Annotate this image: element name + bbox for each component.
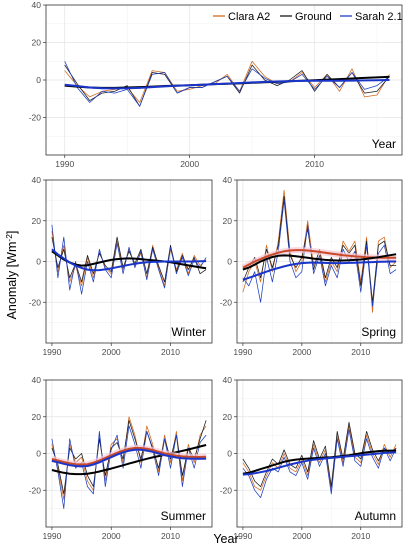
x-tick-label: 2000 bbox=[292, 531, 311, 541]
series-sarah-2-1-trend bbox=[64, 79, 390, 90]
y-tick-label: -20 bbox=[29, 113, 42, 123]
panel-winter: -20 0 20 40 1990 2000 2010 Winter bbox=[29, 175, 213, 357]
y-tick-label: 40 bbox=[223, 375, 233, 385]
x-tick-label: 2010 bbox=[305, 159, 324, 169]
series-sarah-2-1 bbox=[51, 224, 207, 295]
y-tick-label: 20 bbox=[223, 412, 233, 422]
panel-label-year: Year bbox=[372, 137, 396, 151]
x-tick-label: 2000 bbox=[292, 347, 311, 357]
series-sarah-2-1-trend bbox=[242, 451, 397, 476]
y-tick-label: 40 bbox=[223, 175, 233, 185]
x-tick-label: 1990 bbox=[55, 159, 74, 169]
y-tick-label: 20 bbox=[223, 216, 233, 226]
y-tick-label: 20 bbox=[32, 38, 42, 48]
x-tick-label: 2000 bbox=[102, 531, 121, 541]
panel-autumn: -20 0 20 40 1990 2000 2010 Autumn bbox=[220, 375, 403, 541]
y-tick-label: -20 bbox=[29, 297, 42, 307]
x-tick-label: 2010 bbox=[351, 531, 370, 541]
x-axis-title: Year bbox=[213, 532, 238, 546]
series-group bbox=[51, 224, 207, 295]
y-tick-label: 0 bbox=[36, 449, 41, 459]
x-tick-label: 2010 bbox=[351, 347, 370, 357]
x-tick-label: 1990 bbox=[42, 347, 61, 357]
x-tick-label: 2010 bbox=[161, 531, 180, 541]
series-ground-trend bbox=[51, 444, 207, 476]
x-tick-label: 1990 bbox=[233, 347, 252, 357]
series-sarah-2-1-trend bbox=[51, 248, 207, 272]
y-tick-label: 0 bbox=[36, 75, 41, 85]
y-tick-label: 40 bbox=[32, 175, 42, 185]
y-tick-label: 40 bbox=[32, 375, 42, 385]
x-tick-label: 2000 bbox=[102, 347, 121, 357]
series-sarah-2-1-trend bbox=[51, 448, 207, 468]
y-tick-label: 0 bbox=[227, 449, 232, 459]
y-tick-label: 0 bbox=[36, 257, 41, 267]
series-group bbox=[51, 416, 207, 509]
legend-label-sarah-2-1: Sarah 2.1 bbox=[355, 11, 403, 23]
series-group bbox=[64, 60, 390, 107]
y-tick-label: -20 bbox=[29, 485, 42, 495]
y-tick-label: 40 bbox=[32, 0, 42, 10]
x-tick-label: 2000 bbox=[180, 159, 199, 169]
y-tick-label: 20 bbox=[32, 216, 42, 226]
series-sarah-2-1 bbox=[64, 61, 390, 107]
y-tick-label: 20 bbox=[32, 412, 42, 422]
series-ground-trend bbox=[51, 250, 207, 270]
panel-summer: -20 0 20 40 1990 2000 2010 Summer bbox=[29, 375, 213, 541]
panel-year: -20 0 20 40 1990 2000 2010 Year bbox=[29, 0, 403, 169]
x-tick-label: 1990 bbox=[233, 531, 252, 541]
legend: Clara A2 Ground Sarah 2.1 bbox=[213, 11, 403, 23]
series-group bbox=[241, 189, 397, 313]
series-group bbox=[242, 421, 397, 498]
series-ground-trend bbox=[242, 449, 397, 475]
series-clara-a2-trend bbox=[51, 447, 207, 466]
panel-label-winter: Winter bbox=[171, 325, 206, 339]
series-ground bbox=[51, 420, 207, 495]
series-ground-trend bbox=[242, 253, 397, 271]
y-tick-label: 0 bbox=[227, 257, 232, 267]
panel-label-autumn: Autumn bbox=[355, 509, 396, 523]
x-tick-label: 2010 bbox=[161, 347, 180, 357]
y-axis-title: Anomaly [Wm-2] bbox=[4, 231, 19, 320]
y-tick-label: -20 bbox=[220, 485, 233, 495]
x-tick-label: 1990 bbox=[42, 531, 61, 541]
series-sarah-2-1-trend bbox=[242, 260, 397, 281]
series-sarah-2-1 bbox=[242, 200, 397, 307]
y-tick-label: -20 bbox=[220, 297, 233, 307]
legend-label-ground: Ground bbox=[295, 11, 332, 23]
panel-label-spring: Spring bbox=[361, 325, 396, 339]
panel-label-summer: Summer bbox=[161, 509, 206, 523]
legend-label-clara-a2: Clara A2 bbox=[228, 11, 270, 23]
panel-spring: -20 0 20 40 1990 2000 2010 Spring bbox=[220, 175, 403, 357]
